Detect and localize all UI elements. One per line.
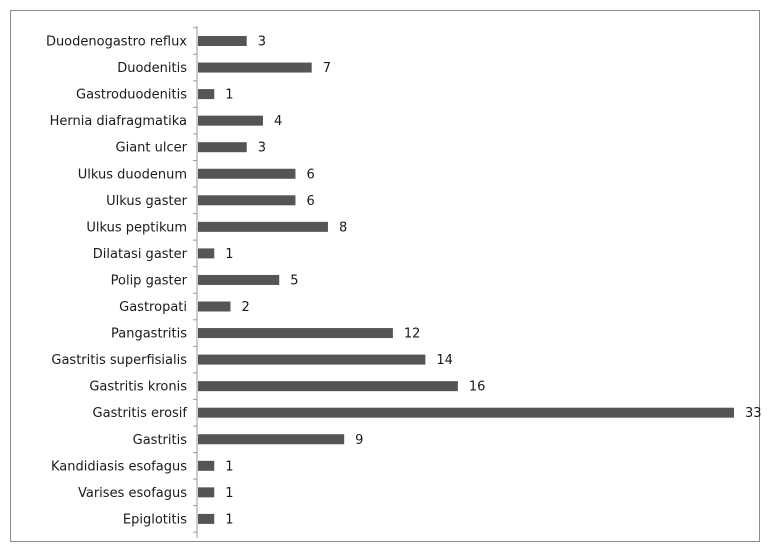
bar: [198, 354, 426, 365]
category-label: Epiglotitis: [123, 512, 187, 527]
bar: [198, 487, 215, 498]
data-label: 33: [745, 406, 762, 421]
data-label: 14: [436, 353, 453, 368]
category-label: Polip gaster: [111, 273, 188, 288]
bar: [198, 89, 215, 100]
data-label: 2: [241, 300, 249, 315]
category-label: Gastroduodenitis: [76, 88, 187, 103]
category-label: Duodenogastro reflux: [46, 35, 187, 50]
category-label: Gastropati: [119, 300, 187, 315]
category-label: Gastritis erosif: [93, 406, 188, 421]
bar: [198, 301, 231, 312]
data-label: 6: [306, 167, 314, 182]
bar: [198, 195, 296, 206]
bar: [198, 221, 328, 232]
data-label: 3: [258, 35, 266, 50]
bar: [198, 248, 215, 259]
bar: [198, 62, 312, 73]
data-label: 1: [225, 88, 233, 103]
category-label: Duodenitis: [117, 61, 187, 76]
data-label: 3: [258, 141, 266, 156]
data-label: 12: [404, 327, 421, 342]
bar: [198, 274, 280, 285]
category-label: Gastritis: [133, 433, 188, 448]
category-label: Hernia diafragmatika: [50, 114, 187, 129]
data-label: 7: [323, 61, 331, 76]
category-label: Ulkus peptikum: [86, 220, 187, 235]
bar: [198, 381, 458, 392]
data-label: 1: [225, 486, 233, 501]
bar: [198, 407, 734, 418]
data-label: 5: [290, 273, 298, 288]
category-label: Giant ulcer: [116, 141, 188, 156]
category-label: Ulkus gaster: [106, 194, 187, 209]
data-label: 1: [225, 459, 233, 474]
bar: [198, 328, 393, 339]
category-label: Dilatasi gaster: [93, 247, 188, 262]
bar: [198, 36, 247, 46]
bar: [198, 168, 296, 179]
category-label: Varises esofagus: [78, 486, 187, 501]
data-label: 1: [225, 247, 233, 262]
axis-ticks: [193, 27, 197, 533]
bar: [198, 434, 345, 445]
data-label: 4: [274, 114, 282, 129]
chart-frame: [10, 10, 760, 542]
data-label: 9: [355, 433, 363, 448]
category-label: Ulkus duodenum: [78, 167, 187, 182]
category-label: Gastritis superfisialis: [51, 353, 187, 368]
category-labels: Duodenogastro reflux Duodenitis Gastroduod…: [46, 35, 188, 528]
bar: [198, 115, 263, 126]
bar: [198, 142, 247, 153]
category-label: Pangastritis: [111, 327, 187, 342]
category-label: Gastritis kronis: [89, 380, 187, 395]
data-label: 8: [339, 220, 347, 235]
data-label: 6: [306, 194, 314, 209]
bar: [198, 460, 215, 471]
bar: [198, 513, 215, 524]
bars: [198, 36, 734, 524]
data-label: 1: [225, 512, 233, 527]
category-label: Kandidiasis esofagus: [51, 459, 187, 474]
data-label: 16: [469, 380, 486, 395]
